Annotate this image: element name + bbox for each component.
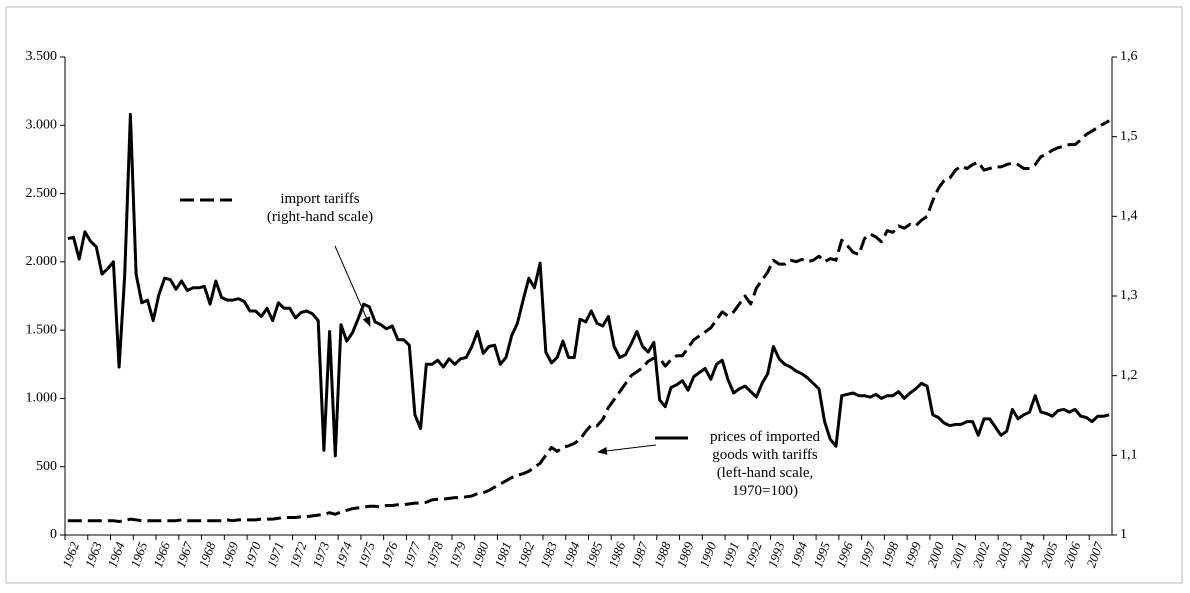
x-tick-label: 1974 (332, 539, 355, 569)
series-line (67, 119, 1110, 523)
x-tick-label: 1983 (537, 539, 560, 569)
x-tick-label: 1982 (514, 539, 537, 569)
series-line (67, 112, 1110, 458)
x-tick-label: 2003 (992, 539, 1015, 569)
x-tick-label: 1996 (833, 539, 856, 569)
x-tick-label: 1979 (446, 539, 469, 569)
y-tick-label: 500 (36, 459, 57, 474)
x-tick-label: 2007 (1083, 539, 1106, 569)
y-tick-label: 0 (50, 527, 57, 542)
x-tick-label: 1992 (742, 539, 765, 569)
y2-tick-label: 1,3 (1120, 288, 1138, 303)
x-tick-label: 1988 (651, 539, 674, 569)
x-tick-label: 2004 (1015, 539, 1038, 569)
arrow (334, 245, 371, 327)
x-tick-label: 1999 (901, 539, 924, 569)
frame (5, 6, 1183, 584)
y2-tick-label: 1,5 (1120, 129, 1138, 144)
x-tick-label: 1975 (355, 539, 378, 569)
x-tick-label: 1985 (583, 539, 606, 569)
x-tick-label: 1972 (287, 539, 310, 569)
x-tick-label: 1984 (560, 539, 583, 569)
x-tick-label: 1964 (105, 539, 128, 569)
x-tick-label: 1986 (605, 539, 628, 569)
y2-tick-label: 1,2 (1120, 368, 1138, 383)
x-tick-label: 1987 (628, 539, 651, 569)
y2-tick-label: 1,6 (1120, 49, 1138, 64)
x-tick-label: 1963 (82, 539, 105, 569)
x-tick-label: 1967 (173, 539, 196, 569)
y-tick-label: 3.500 (26, 49, 58, 64)
x-tick-label: 1989 (674, 539, 697, 569)
x-tick-label: 1969 (218, 539, 241, 569)
x-tick-label: 2000 (924, 539, 947, 569)
x-tick-label: 1997 (856, 539, 879, 569)
arrow (597, 444, 657, 455)
x-tick-label: 2001 (947, 540, 970, 570)
x-tick-label: 2006 (1060, 539, 1083, 569)
legend-label: import tariffs (right-hand scale) (266, 191, 374, 225)
x-tick-label: 1980 (469, 539, 492, 569)
x-tick-label: 1962 (59, 539, 82, 569)
legend-label: prices of imported goods with tariffs (l… (710, 429, 820, 499)
y2-tick-label: 1,4 (1120, 209, 1138, 224)
x-tick-label: 1995 (810, 539, 833, 569)
x-tick-label: 1976 (378, 539, 401, 569)
x-tick-label: 1994 (787, 539, 810, 569)
x-tick-label: 1973 (309, 539, 332, 569)
x-tick-label: 1970 (241, 539, 264, 569)
y-tick-label: 2.500 (26, 186, 58, 201)
x-tick-label: 1966 (150, 539, 173, 569)
x-tick-label: 1993 (765, 539, 788, 569)
x-tick-label: 2002 (969, 539, 992, 569)
x-tick-label: 2005 (1038, 539, 1061, 569)
x-tick-label: 1998 (878, 539, 901, 569)
x-tick-label: 1990 (696, 539, 719, 569)
y-tick-label: 3.000 (26, 118, 58, 133)
x-tick-label: 1977 (400, 539, 423, 569)
x-tick-label: 1991 (719, 540, 742, 570)
x-tick-label: 1981 (491, 540, 514, 570)
y2-tick-label: 1,1 (1120, 448, 1138, 463)
x-tick-label: 1978 (423, 539, 446, 569)
y-tick-label: 1.000 (26, 391, 58, 406)
y2-tick-label: 1 (1120, 527, 1127, 542)
x-tick-label: 1965 (127, 539, 150, 569)
x-tick-label: 1971 (264, 540, 287, 570)
y-tick-label: 2.000 (26, 254, 58, 269)
y-tick-label: 1.500 (26, 322, 58, 337)
x-tick-label: 1968 (196, 539, 219, 569)
